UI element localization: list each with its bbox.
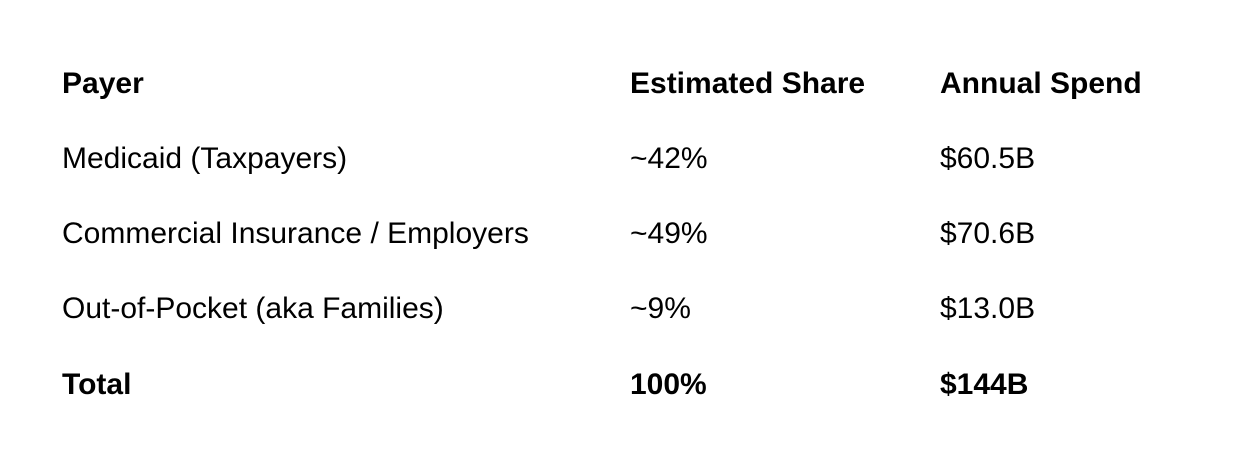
table-cell: ~42% (630, 142, 708, 175)
table-cell: ~9% (630, 292, 691, 325)
table-cell: $60.5B (940, 142, 1036, 175)
header-cell: Estimated Share (630, 67, 866, 100)
header-cell: Annual Spend (940, 67, 1142, 100)
table-cell: $13.0B (940, 292, 1036, 325)
table-cell: Medicaid (Taxpayers) (62, 142, 348, 175)
total-cell: Total (62, 368, 132, 401)
total-cell: 100% (630, 368, 707, 401)
table-cell: Commercial Insurance / Employers (62, 217, 529, 250)
total-cell: $144B (940, 368, 1029, 401)
header-cell: Payer (62, 67, 144, 100)
table-cell: ~49% (630, 217, 708, 250)
table-cell: Out-of-Pocket (aka Families) (62, 292, 444, 325)
table-cell: $70.6B (940, 217, 1036, 250)
